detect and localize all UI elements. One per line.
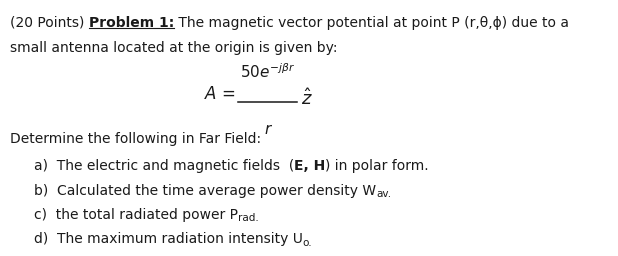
Text: The magnetic vector potential at point P (r,θ,ϕ) due to a: The magnetic vector potential at point P… bbox=[174, 16, 569, 30]
Text: $r$: $r$ bbox=[264, 122, 273, 137]
Text: av.: av. bbox=[376, 189, 391, 199]
Text: small antenna located at the origin is given by:: small antenna located at the origin is g… bbox=[10, 41, 337, 56]
Text: $\hat{z}$: $\hat{z}$ bbox=[301, 88, 313, 109]
Text: Determine the following in Far Field:: Determine the following in Far Field: bbox=[10, 132, 261, 146]
Text: c)  the total radiated power P: c) the total radiated power P bbox=[34, 208, 238, 222]
Text: d)  The maximum radiation intensity U: d) The maximum radiation intensity U bbox=[34, 232, 303, 246]
Text: a)  The electric and magnetic fields  (: a) The electric and magnetic fields ( bbox=[34, 159, 294, 173]
Text: Problem 1:: Problem 1: bbox=[88, 16, 174, 30]
Text: o.: o. bbox=[303, 238, 313, 248]
Text: $\mathbf{\mathit{A}}$ =: $\mathbf{\mathit{A}}$ = bbox=[204, 84, 235, 103]
Text: ) in polar form.: ) in polar form. bbox=[326, 159, 429, 173]
Text: rad.: rad. bbox=[238, 214, 259, 223]
Text: $50e^{-j\beta r}$: $50e^{-j\beta r}$ bbox=[240, 62, 295, 81]
Text: (20 Points): (20 Points) bbox=[10, 16, 88, 30]
Text: E, H: E, H bbox=[294, 159, 326, 173]
Text: b)  Calculated the time average power density W: b) Calculated the time average power den… bbox=[34, 184, 376, 198]
